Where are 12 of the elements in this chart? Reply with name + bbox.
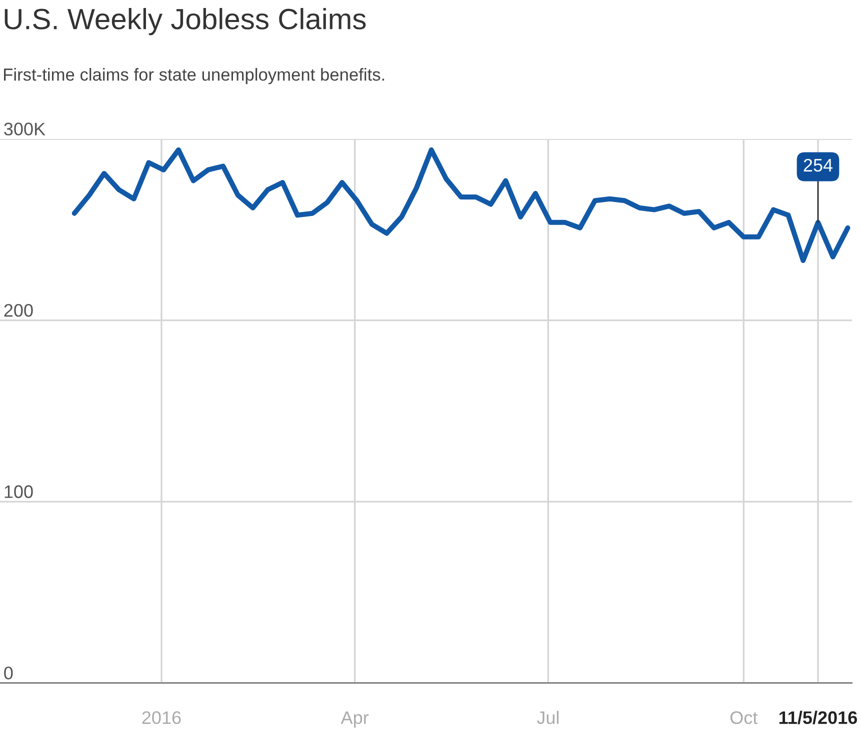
x-tick-label: Apr xyxy=(340,711,369,728)
x-tick-label: 11/5/2016 xyxy=(779,710,858,724)
annotation: 254 xyxy=(804,158,833,172)
y-tick-label: 300K xyxy=(4,122,46,136)
chart-title: U.S. Weekly Jobless Claims xyxy=(4,8,366,36)
x-tick-label: 2016 xyxy=(142,711,181,724)
x-tick-label: Oct xyxy=(730,711,758,724)
y-tick-label: 100 xyxy=(4,485,33,498)
chart-subtitle: First-time claims for state unemployment benefits. xyxy=(4,68,384,84)
y-tick-label: 0 xyxy=(4,666,13,680)
x-tick-label: Jul xyxy=(536,710,559,724)
y-tick-label: 200 xyxy=(4,304,33,317)
